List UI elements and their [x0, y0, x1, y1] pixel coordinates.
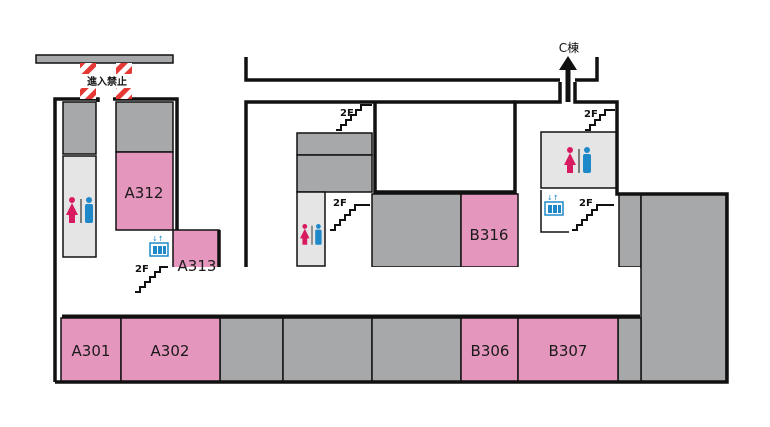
room-a302 — [120, 317, 221, 383]
elevator-icon: ↓↑ — [149, 235, 169, 257]
room-b307 — [517, 317, 619, 383]
barrier-bar — [35, 54, 174, 64]
room-label-b307: B307 — [549, 342, 588, 360]
room-bottom-4 — [617, 317, 642, 383]
room-labels: A312 A313 B316 A301 A302 B306 B307 — [72, 184, 588, 360]
stairs-icon — [330, 204, 370, 231]
stairs-2f-label-east-lower: 2F — [579, 198, 593, 209]
room-a312 — [115, 151, 174, 231]
direction-to-c: C棟 — [559, 40, 579, 102]
restroom-icon — [66, 197, 93, 223]
room-east-block — [640, 193, 727, 383]
room-label-b306: B306 — [471, 342, 510, 360]
stairs-2f-label-b-upper: 2F — [340, 108, 354, 119]
room-label-a313: A313 — [178, 257, 217, 275]
room-b-stair-block-bottom — [296, 154, 373, 193]
elevator-shaft-east — [540, 190, 569, 233]
room-a-top-left — [62, 101, 97, 155]
room-bottom-3 — [371, 317, 462, 383]
room-b-mid — [371, 193, 462, 268]
restroom-room-b — [296, 191, 326, 267]
no-entry-barrier: 進入禁止 — [35, 54, 174, 99]
room-b316 — [460, 193, 519, 268]
room-label-a312: A312 — [125, 184, 164, 202]
room-bottom-2 — [282, 317, 373, 383]
room-label-a302: A302 — [151, 342, 190, 360]
room-a-top-right — [115, 101, 174, 153]
restroom-icon — [564, 147, 591, 173]
room-bottom-1 — [219, 317, 284, 383]
room-b-right-narrow — [618, 193, 642, 268]
elevator-icon: ↓↑ — [544, 194, 564, 216]
stairs-2f-label-a: 2F — [135, 264, 149, 275]
stairs-2f-label-east-upper: 2F — [584, 109, 598, 120]
room-b-stair-block-top — [296, 132, 373, 156]
svg-text:↓↑: ↓↑ — [547, 194, 559, 202]
stairs-2f-label-b-lower: 2F — [333, 198, 347, 209]
stairs-icon — [585, 109, 615, 131]
stairs-icon — [336, 104, 372, 131]
pink-rooms — [60, 151, 619, 383]
arrow-up-icon — [559, 56, 577, 70]
room-label-a301: A301 — [72, 342, 111, 360]
stairs-icon — [135, 266, 168, 293]
stairs-icon — [572, 204, 614, 231]
svg-text:↓↑: ↓↑ — [152, 235, 164, 243]
no-entry-label-bg — [79, 74, 135, 88]
no-entry-label: 進入禁止 — [87, 75, 127, 88]
direction-label: C棟 — [559, 40, 579, 55]
room-label-b316: B316 — [470, 226, 509, 244]
